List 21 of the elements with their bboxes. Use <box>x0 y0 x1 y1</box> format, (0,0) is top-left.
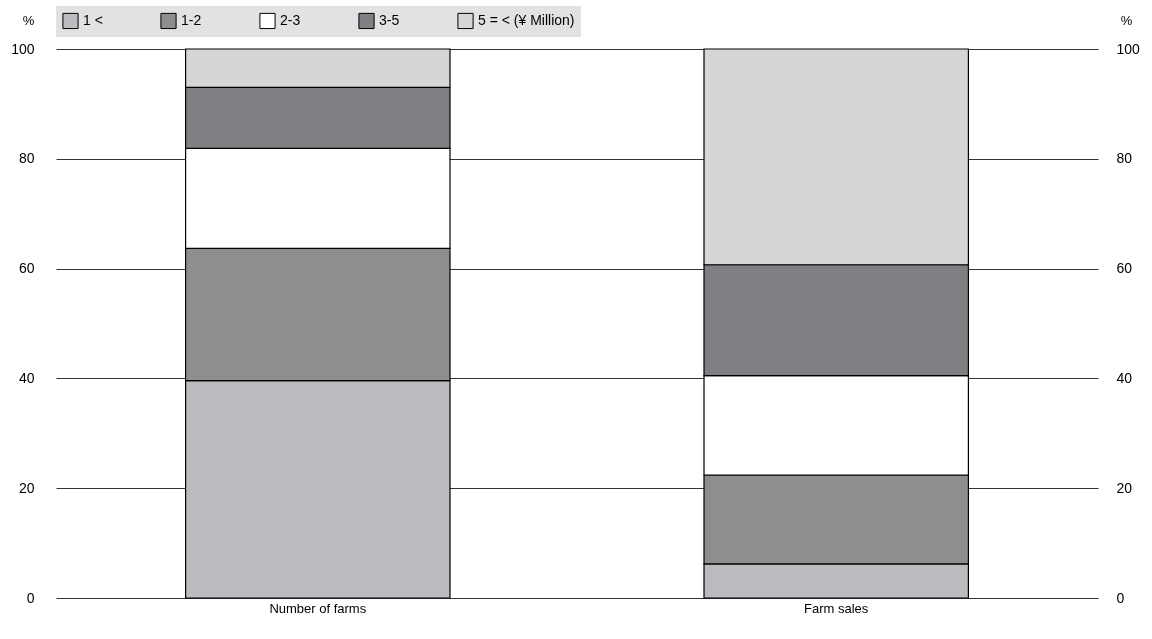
y2-axis-title: % <box>1120 12 1133 28</box>
legend-label: 2-3 <box>280 11 301 28</box>
y2-tick-label: 40 <box>1116 369 1133 386</box>
y2-tick-label: 80 <box>1116 150 1133 167</box>
x-tick-label: Farm sales <box>804 600 869 616</box>
y-tick-label: 60 <box>18 260 35 277</box>
y-axis-title: % <box>22 12 35 28</box>
y2-tick-label: 0 <box>1116 589 1125 606</box>
legend-label: 1-2 <box>181 11 202 28</box>
y-tick-label: 80 <box>18 150 35 167</box>
legend-label: 1 < <box>83 11 103 28</box>
x-tick-label: Number of farms <box>269 600 367 616</box>
y-tick-label: 100 <box>11 40 35 57</box>
y-tick-label: 40 <box>18 369 35 386</box>
y-tick-label: 20 <box>18 479 35 496</box>
y-tick-label: 0 <box>26 589 35 606</box>
y2-tick-label: 100 <box>1116 40 1141 57</box>
y2-tick-label: 60 <box>1116 260 1133 277</box>
legend-label: 5 = < (¥ Million) <box>478 11 575 28</box>
legend-label: 3-5 <box>379 11 400 28</box>
y2-tick-label: 20 <box>1116 479 1133 496</box>
